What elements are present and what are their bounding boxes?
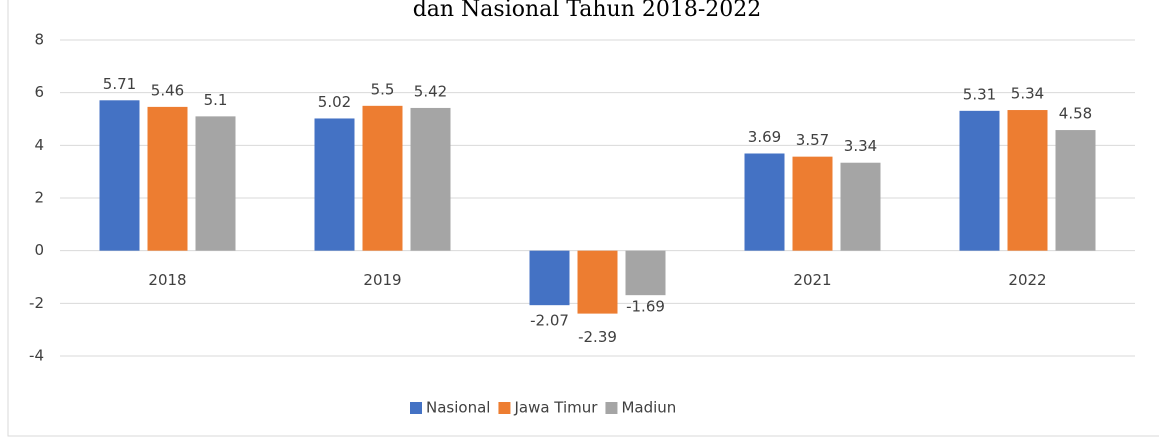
bar <box>1007 110 1048 251</box>
y-tick-label: 8 <box>34 31 44 49</box>
x-tick-label: 2021 <box>793 271 831 289</box>
y-tick-label: 6 <box>34 83 44 101</box>
bar <box>362 105 403 251</box>
data-label: 5.5 <box>371 80 395 98</box>
bar <box>1055 130 1096 251</box>
data-label: 3.69 <box>748 128 781 146</box>
chart-border <box>7 0 1159 437</box>
chart-title: dan Nasional Tahun 2018-2022 <box>413 0 762 22</box>
data-label: -1.69 <box>626 298 665 316</box>
legend-swatch <box>498 402 511 414</box>
data-label: 5.71 <box>103 75 136 93</box>
data-label: 5.34 <box>1011 85 1044 103</box>
y-tick-label: 0 <box>34 241 44 259</box>
x-tick-label: 2019 <box>363 271 401 289</box>
data-label: 5.31 <box>963 85 996 103</box>
data-label: 5.46 <box>151 81 184 99</box>
y-tick-label: -4 <box>29 347 44 365</box>
data-label: 3.34 <box>844 137 877 155</box>
legend-swatch <box>410 402 422 414</box>
bar <box>314 118 355 251</box>
data-label: 4.58 <box>1059 105 1092 123</box>
bar <box>410 107 451 251</box>
bar <box>625 250 666 296</box>
data-label: 5.1 <box>204 91 228 109</box>
y-tick-label: 2 <box>34 189 44 207</box>
y-tick-label: 4 <box>34 136 44 154</box>
data-label: -2.07 <box>530 312 569 330</box>
bar <box>792 156 833 251</box>
bar <box>840 162 881 251</box>
bar <box>744 153 785 251</box>
data-label: 5.42 <box>414 82 447 100</box>
data-label: 5.02 <box>318 93 351 111</box>
bar <box>959 110 1000 251</box>
x-tick-label: 2022 <box>1008 271 1046 289</box>
bar <box>147 106 188 251</box>
data-label: -2.39 <box>578 328 617 346</box>
legend-label: Jawa Timur <box>513 399 598 417</box>
bar <box>99 100 140 251</box>
bar <box>577 250 618 314</box>
legend-label: Madiun <box>621 399 676 417</box>
x-tick-label: 2018 <box>148 271 186 289</box>
legend-label: Nasional <box>426 399 490 417</box>
bar <box>529 250 570 306</box>
data-label: 3.57 <box>796 131 829 149</box>
bar <box>195 116 236 251</box>
y-tick-label: -2 <box>29 294 44 312</box>
legend-swatch <box>605 402 618 414</box>
